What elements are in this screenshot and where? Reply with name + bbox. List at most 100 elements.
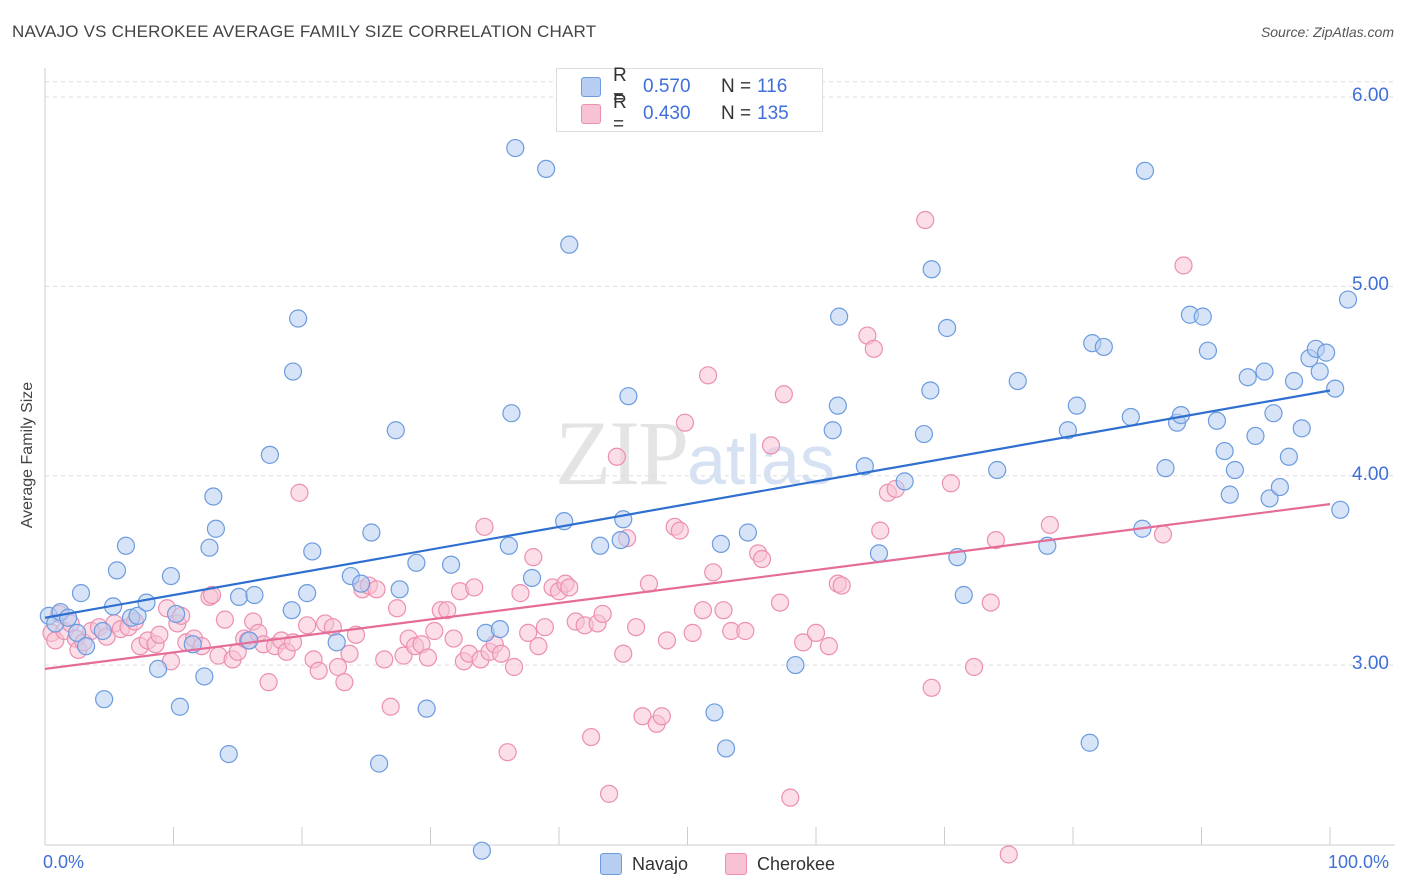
cherokee-point	[736, 621, 755, 641]
navajo-point	[711, 534, 731, 553]
series-legend: Navajo Cherokee	[0, 852, 1406, 876]
navajo-point	[204, 487, 223, 506]
cherokee-point	[922, 678, 941, 697]
navajo-point	[591, 536, 610, 555]
navajo-point	[77, 637, 96, 656]
navajo-point	[786, 655, 805, 675]
navajo-point	[93, 621, 112, 641]
navajo-point	[1058, 421, 1077, 440]
cherokee-point	[693, 601, 713, 620]
cherokee-point	[806, 623, 826, 642]
navajo-point	[166, 604, 186, 624]
cherokee-point	[704, 563, 723, 582]
navajo-points	[39, 138, 1358, 860]
cherokee-n-value: 135	[757, 103, 789, 124]
cherokee-point	[683, 623, 702, 642]
navajo-point	[1310, 362, 1329, 381]
cherokee-point	[781, 788, 800, 807]
cherokee-point	[593, 604, 612, 624]
cherokee-point	[999, 845, 1018, 864]
legend-navajo-label: Navajo	[632, 853, 689, 874]
navajo-point	[499, 536, 518, 555]
cherokee-trendline	[44, 503, 1331, 670]
navajo-point	[407, 553, 426, 572]
legend-item-navajo[interactable]: Navajo	[600, 852, 688, 876]
navajo-point	[245, 585, 264, 605]
cherokee-point	[752, 549, 772, 569]
cherokee-point	[340, 644, 359, 663]
cherokee-point	[519, 623, 538, 642]
navajo-point	[1255, 362, 1274, 381]
trendlines	[44, 389, 1331, 670]
cherokee-point	[819, 637, 838, 656]
navajo-point	[219, 744, 238, 764]
cherokee-point	[560, 578, 579, 597]
cherokee-point	[871, 521, 890, 540]
y-tick-label: 6.00	[1352, 84, 1389, 106]
cherokee-point	[916, 210, 935, 230]
navajo-point	[161, 566, 181, 586]
navajo-point	[611, 530, 630, 550]
navajo-n-label: N =	[721, 76, 752, 97]
navajo-point	[283, 362, 303, 381]
navajo-point	[1220, 485, 1239, 504]
cherokee-point	[633, 707, 652, 726]
cherokee-point	[600, 784, 619, 803]
navajo-point	[1317, 343, 1336, 362]
navajo-point	[716, 739, 736, 758]
cherokee-point	[328, 657, 348, 677]
navajo-point	[1246, 426, 1265, 446]
legend-item-cherokee[interactable]: Cherokee	[725, 852, 835, 876]
navajo-point	[1284, 371, 1304, 391]
cherokee-point	[614, 644, 633, 663]
legend-navajo-swatch	[600, 853, 622, 875]
navajo-point	[1121, 407, 1140, 427]
cherokee-point	[367, 580, 386, 599]
cherokee-point	[465, 578, 484, 597]
navajo-point	[869, 544, 889, 563]
cherokee-point	[259, 673, 278, 692]
navajo-point	[1198, 341, 1218, 360]
y-axis-label: Average Family Size	[19, 381, 36, 529]
legend-cherokee-swatch	[725, 853, 747, 875]
cherokee-r-label: R =	[613, 92, 627, 135]
cherokee-point	[438, 601, 457, 620]
navajo-point	[1225, 460, 1245, 480]
navajo-point	[417, 699, 436, 718]
navajo-point	[490, 620, 509, 639]
axes	[44, 68, 1395, 846]
navajo-point	[327, 633, 346, 652]
chart-source: Source: ZipAtlas.com	[1260, 24, 1394, 40]
cherokee-r-value: 0.430	[643, 103, 691, 124]
navajo-point	[830, 307, 849, 326]
navajo-point	[200, 538, 219, 557]
navajo-point	[71, 584, 91, 603]
cherokee-point	[535, 618, 554, 637]
cherokee-point	[582, 727, 601, 747]
cherokee-point	[964, 657, 984, 677]
cherokee-point	[657, 631, 677, 650]
navajo-point	[855, 457, 874, 476]
cherokee-point	[774, 385, 793, 404]
cherokee-point	[150, 625, 169, 644]
navajo-point	[128, 606, 147, 625]
cherokee-point	[607, 447, 626, 466]
navajo-point	[954, 585, 973, 605]
navajo-point	[352, 574, 371, 593]
navajo-point	[116, 536, 136, 555]
navajo-point	[298, 584, 317, 603]
cherokee-point	[524, 548, 543, 567]
cherokee-point	[298, 616, 317, 635]
cherokee-point	[770, 593, 790, 612]
navajo-point	[1193, 307, 1212, 326]
navajo-point	[619, 387, 638, 406]
navajo-point	[823, 421, 842, 440]
navajo-point	[1238, 368, 1257, 387]
navajo-point	[506, 138, 525, 158]
navajo-point	[362, 523, 381, 542]
navajo-n-value: 116	[757, 76, 788, 97]
navajo-point	[988, 460, 1007, 480]
navajo-point	[289, 309, 308, 328]
navajo-point	[68, 623, 87, 642]
